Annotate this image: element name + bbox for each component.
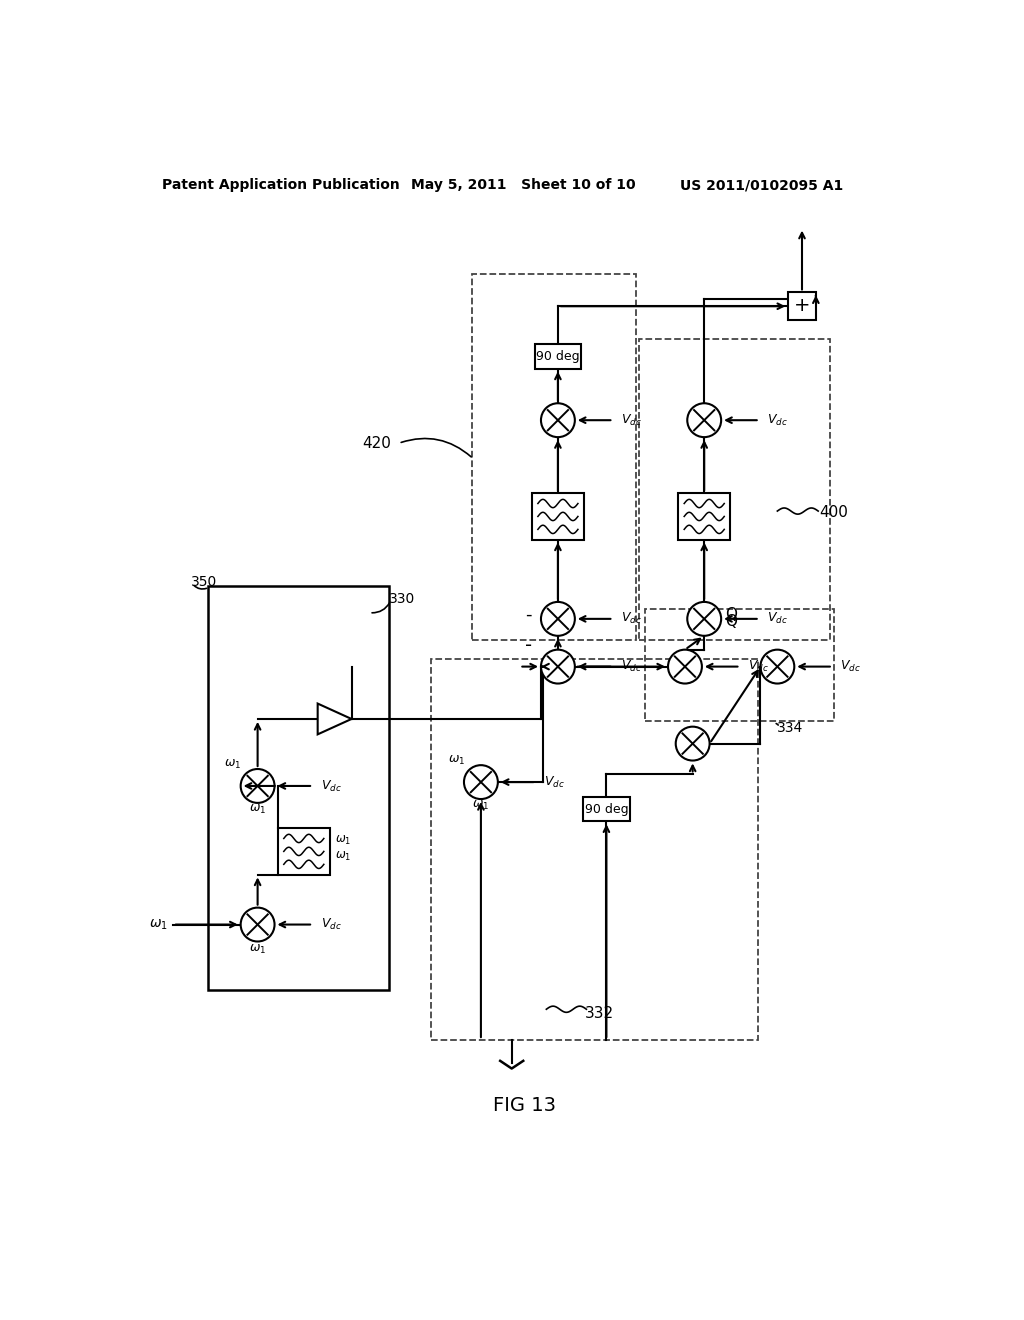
- Text: $V_{dc}$: $V_{dc}$: [621, 659, 642, 675]
- Text: $V_{dc}$: $V_{dc}$: [767, 413, 788, 428]
- Text: 90 deg: 90 deg: [585, 803, 629, 816]
- Text: $\omega_1$: $\omega_1$: [447, 754, 465, 767]
- Text: 334: 334: [777, 721, 804, 735]
- Bar: [639, 339, 829, 640]
- Text: US 2011/0102095 A1: US 2011/0102095 A1: [680, 178, 844, 193]
- Text: $V_{dc}$: $V_{dc}$: [321, 779, 342, 793]
- Bar: [535, 345, 581, 368]
- Text: 332: 332: [585, 1006, 614, 1020]
- Bar: [531, 494, 584, 540]
- Text: $\omega_1$: $\omega_1$: [148, 917, 168, 932]
- Bar: [431, 659, 758, 1040]
- Text: -: -: [525, 635, 532, 655]
- Text: +: +: [794, 296, 810, 315]
- Bar: [678, 494, 730, 540]
- Polygon shape: [317, 704, 351, 734]
- Bar: [278, 829, 330, 875]
- Text: 420: 420: [362, 436, 391, 451]
- Bar: [645, 609, 834, 721]
- Bar: [788, 293, 816, 321]
- Text: $V_{dc}$: $V_{dc}$: [544, 775, 565, 789]
- Text: $V_{dc}$: $V_{dc}$: [749, 659, 769, 675]
- Circle shape: [541, 649, 574, 684]
- Text: $\omega_1$: $\omega_1$: [335, 834, 351, 847]
- Circle shape: [541, 404, 574, 437]
- Circle shape: [241, 770, 274, 803]
- Text: Q: Q: [725, 607, 737, 622]
- Text: $\omega_1$: $\omega_1$: [224, 758, 242, 771]
- Text: 330: 330: [388, 591, 415, 606]
- Text: $V_{dc}$: $V_{dc}$: [767, 611, 788, 627]
- Text: $\omega_1$: $\omega_1$: [249, 942, 266, 956]
- Circle shape: [687, 404, 721, 437]
- Circle shape: [541, 602, 574, 636]
- Circle shape: [761, 649, 795, 684]
- Text: 350: 350: [190, 576, 217, 589]
- Text: $V_{dc}$: $V_{dc}$: [621, 611, 642, 627]
- Text: Patent Application Publication: Patent Application Publication: [162, 178, 399, 193]
- Text: 400: 400: [819, 506, 849, 520]
- Text: $\omega_1$: $\omega_1$: [335, 850, 351, 862]
- Text: FIG 13: FIG 13: [494, 1096, 556, 1115]
- Circle shape: [668, 649, 701, 684]
- Bar: [208, 586, 388, 990]
- Bar: [472, 275, 636, 640]
- Text: May 5, 2011   Sheet 10 of 10: May 5, 2011 Sheet 10 of 10: [411, 178, 636, 193]
- Text: $V_{dc}$: $V_{dc}$: [321, 917, 342, 932]
- Bar: [584, 797, 630, 821]
- Circle shape: [241, 908, 274, 941]
- Text: 90 deg: 90 deg: [537, 350, 580, 363]
- Text: $V_{dc}$: $V_{dc}$: [841, 659, 861, 675]
- Circle shape: [464, 766, 498, 799]
- Text: $V_{dc}$: $V_{dc}$: [621, 413, 642, 428]
- Text: Q: Q: [725, 614, 737, 630]
- Circle shape: [676, 726, 710, 760]
- Circle shape: [687, 602, 721, 636]
- Text: -: -: [525, 606, 531, 623]
- Text: $\omega_1$: $\omega_1$: [249, 803, 266, 816]
- Text: $\omega_1$: $\omega_1$: [472, 799, 489, 812]
